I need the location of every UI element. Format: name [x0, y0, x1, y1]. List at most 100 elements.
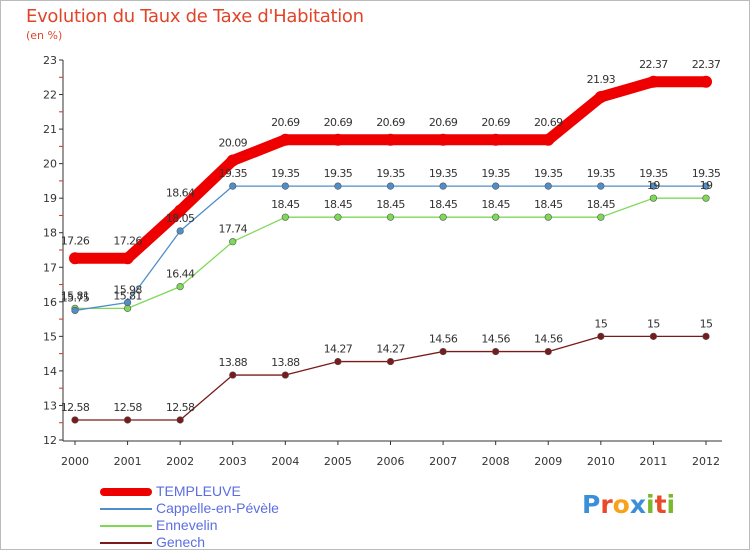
data-point — [647, 75, 660, 88]
data-label: 19 — [700, 179, 713, 192]
data-point — [174, 204, 187, 217]
data-point — [439, 182, 447, 190]
x-tick-label: 2006 — [377, 455, 405, 468]
data-point — [594, 90, 607, 103]
logo-letter: i — [666, 490, 676, 519]
data-label: 14.56 — [481, 333, 510, 346]
data-label: 20.69 — [429, 116, 458, 129]
data-label: 15.81 — [113, 289, 142, 302]
y-tick-label: 18 — [43, 227, 57, 240]
data-point — [597, 213, 605, 221]
data-point — [229, 371, 237, 379]
data-point — [544, 347, 552, 356]
data-label: 19.35 — [692, 167, 721, 180]
legend-swatch-cappelle — [100, 508, 152, 510]
data-label: 19.35 — [587, 167, 616, 180]
data-label: 22.37 — [639, 58, 668, 71]
data-point — [597, 332, 605, 340]
logo-letter: o — [612, 490, 630, 519]
data-point — [281, 182, 289, 190]
data-label: 20.69 — [481, 116, 510, 129]
data-label: 18.45 — [376, 198, 405, 211]
x-tick-label: 2009 — [534, 455, 562, 468]
data-point — [71, 306, 79, 315]
data-label: 20.69 — [376, 116, 405, 129]
logo-letter: r — [600, 490, 613, 519]
data-label: 18.45 — [534, 198, 563, 211]
data-label: 19 — [647, 179, 660, 192]
data-point — [439, 213, 447, 221]
logo-letter: i — [646, 490, 655, 519]
data-point — [123, 416, 132, 424]
x-tick-label: 2004 — [271, 455, 299, 468]
logo-letter: t — [654, 490, 667, 519]
data-point — [544, 182, 552, 190]
data-point — [542, 133, 555, 146]
data-label: 20.69 — [324, 116, 353, 129]
data-point — [279, 133, 292, 146]
data-label: 12.58 — [113, 401, 142, 414]
data-point — [281, 371, 289, 379]
data-point — [384, 133, 397, 146]
data-label: 12.58 — [166, 401, 195, 414]
legend-label-ennevelin: Ennevelin — [156, 517, 218, 533]
data-label: 21.93 — [587, 73, 616, 86]
data-label: 20.69 — [534, 116, 563, 129]
y-tick-label: 14 — [43, 365, 57, 378]
data-point — [334, 357, 342, 366]
data-label: 19.35 — [534, 167, 563, 180]
data-point — [334, 213, 342, 221]
x-tick-label: 2000 — [61, 455, 89, 468]
y-tick-label: 16 — [43, 296, 57, 309]
y-tick-label: 15 — [43, 330, 57, 343]
legend-label-genech: Genech — [156, 534, 206, 550]
data-label: 15.98 — [113, 284, 142, 297]
data-label: 14.56 — [429, 333, 458, 346]
y-tick-label: 23 — [43, 54, 57, 67]
y-tick-label: 21 — [43, 123, 57, 136]
data-label: 19.35 — [639, 167, 668, 180]
data-point — [176, 283, 184, 291]
data-point — [702, 182, 710, 190]
data-label: 17.26 — [61, 234, 90, 247]
chart-title: Evolution du Taux de Taxe d'Habitation — [26, 6, 364, 27]
data-label: 14.27 — [376, 343, 405, 356]
data-label: 19.35 — [219, 167, 248, 180]
data-label: 18.05 — [166, 212, 195, 225]
data-label: 15.81 — [61, 289, 90, 302]
data-label: 16.44 — [166, 268, 195, 281]
data-point — [334, 182, 342, 190]
data-label: 15 — [700, 317, 713, 330]
x-tick-label: 2007 — [429, 455, 457, 468]
data-point — [492, 213, 500, 221]
data-label: 19.35 — [429, 167, 458, 180]
y-tick-label: 13 — [43, 399, 57, 412]
x-tick-label: 2012 — [692, 455, 720, 468]
data-point — [649, 332, 658, 340]
data-label: 19.35 — [376, 167, 405, 180]
data-point — [649, 182, 658, 190]
data-label: 19.35 — [324, 167, 353, 180]
data-point — [597, 182, 605, 190]
x-tick-label: 2002 — [166, 455, 194, 468]
data-label: 13.88 — [271, 356, 300, 369]
data-point — [71, 416, 79, 424]
data-point — [489, 133, 502, 146]
data-point — [386, 357, 395, 366]
data-label: 18.45 — [271, 198, 300, 211]
data-point — [281, 213, 289, 221]
logo-letter: P — [582, 490, 601, 519]
x-tick-label: 2010 — [587, 455, 615, 468]
data-point — [544, 213, 552, 221]
data-point — [229, 238, 237, 246]
data-point — [229, 182, 237, 190]
data-label: 12.58 — [61, 401, 90, 414]
legend-label-templeuve: TEMPLEUVE — [156, 483, 241, 499]
data-point — [176, 416, 184, 424]
data-point — [492, 182, 500, 190]
y-tick-label: 12 — [43, 434, 57, 447]
data-point — [121, 252, 134, 265]
data-point — [700, 75, 712, 88]
data-point — [649, 194, 658, 202]
